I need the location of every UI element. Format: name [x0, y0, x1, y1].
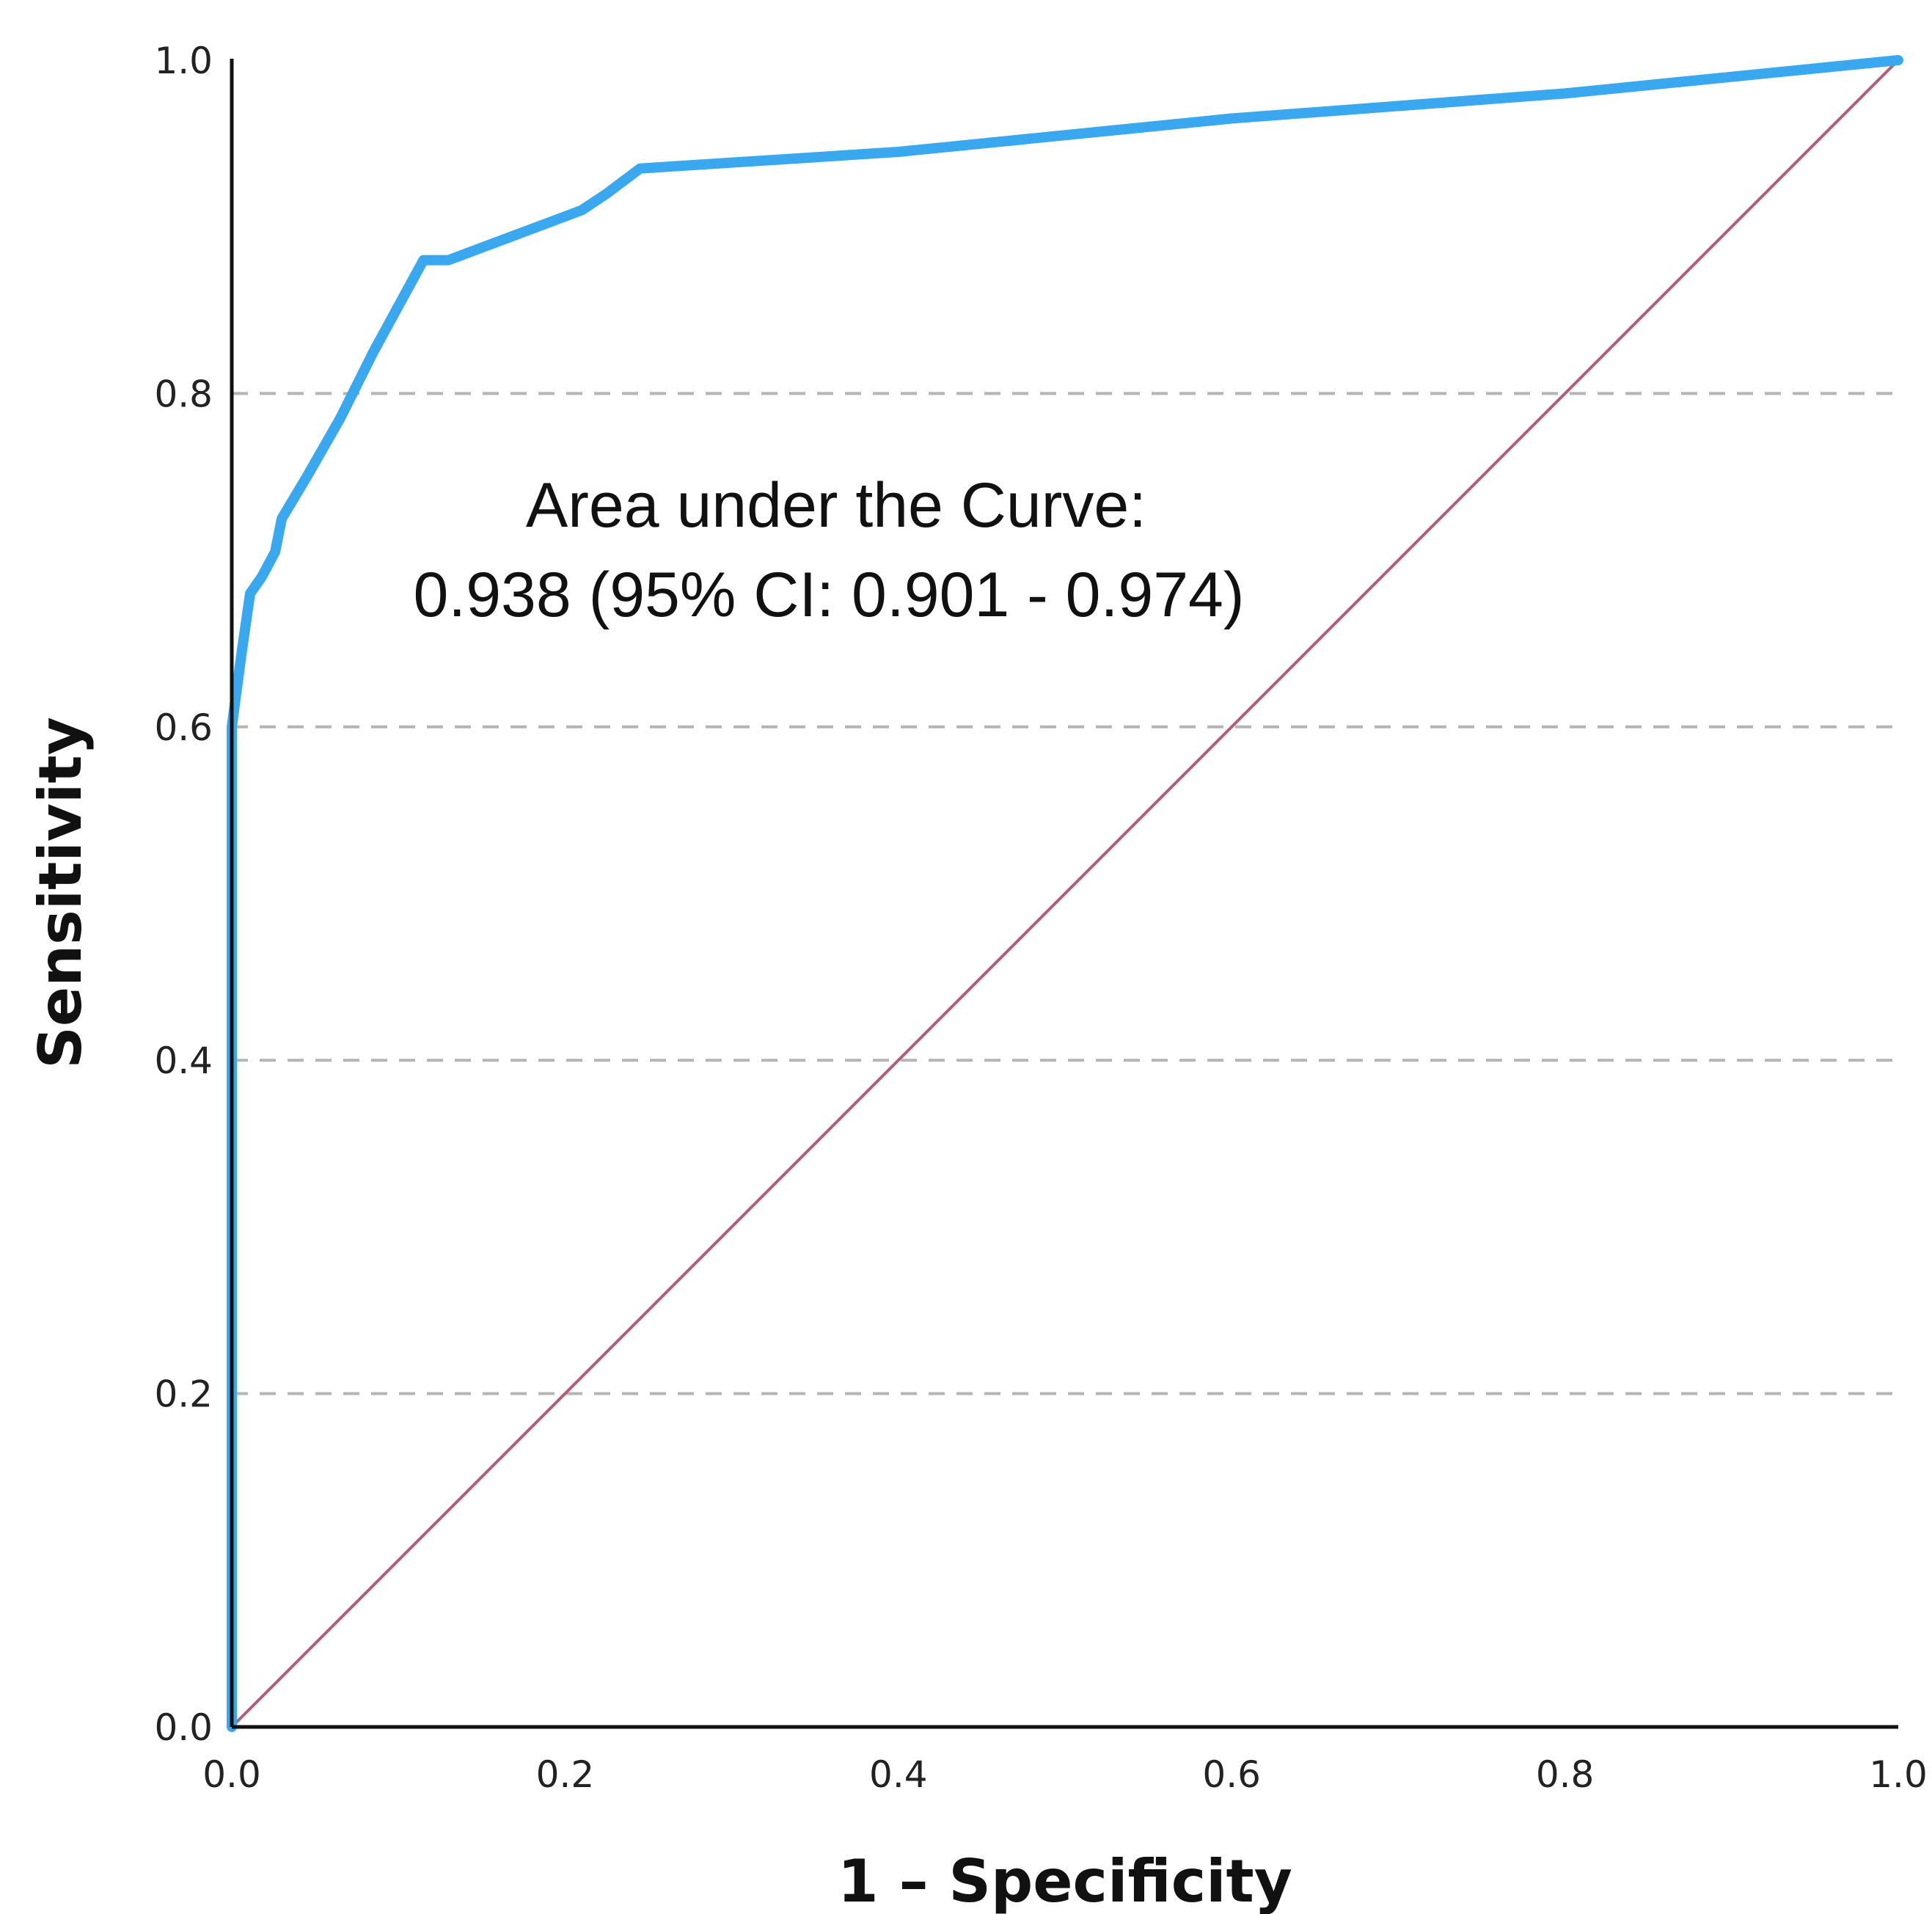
x-tick-label: 0.6	[1202, 1753, 1261, 1796]
plot-series	[227, 55, 1903, 1732]
axes	[230, 59, 1898, 1729]
auc-annotation-line-1: Area under the Curve:	[526, 470, 1146, 541]
x-tick-label: 0.4	[869, 1753, 928, 1796]
x-tick-label: 1.0	[1869, 1753, 1928, 1796]
y-tick-label: 0.0	[154, 1706, 213, 1749]
x-axis-title: 1 – Specificity	[838, 1847, 1292, 1914]
y-tick-label: 0.2	[154, 1373, 213, 1416]
tick-labels: 0.0 0.2 0.4 0.6 0.8 1.0 0.0 0.2 0.4 0.6 0.8 1.0	[154, 40, 1927, 1796]
y-tick-label: 0.8	[154, 373, 213, 415]
x-tick-label: 0.8	[1536, 1753, 1595, 1796]
auc-annotation-line-2: 0.938 (95% CI: 0.901 - 0.974)	[413, 560, 1244, 630]
x-tick-label: 0.2	[536, 1753, 595, 1796]
x-tick-label: 0.0	[202, 1753, 261, 1796]
y-tick-label: 1.0	[154, 40, 213, 82]
y-tick-label: 0.4	[154, 1040, 213, 1082]
reference-diagonal-line	[230, 59, 1900, 1728]
y-tick-label: 0.6	[154, 706, 213, 749]
y-axis-title: Sensitivity	[26, 717, 95, 1069]
roc-curve-line	[227, 55, 1903, 1732]
